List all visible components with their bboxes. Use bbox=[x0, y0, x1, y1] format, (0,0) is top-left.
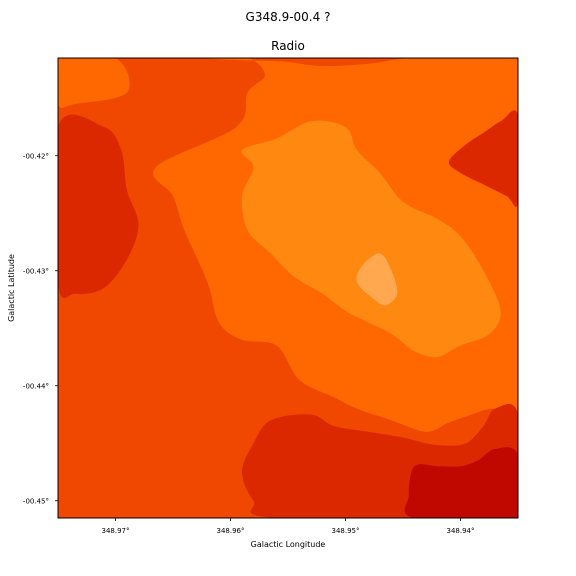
x-tick-label: 348.97° bbox=[102, 527, 130, 535]
x-tick-label: 348.95° bbox=[332, 527, 360, 535]
contour-region-level-5 bbox=[356, 253, 398, 306]
y-axis-label: Galactic Latitude bbox=[7, 254, 16, 322]
x-axis-label: Galactic Longitude bbox=[251, 540, 326, 549]
y-tick-label: -00.43° bbox=[23, 267, 49, 275]
plot-frame bbox=[57, 57, 519, 519]
contour-region-level-1 bbox=[448, 110, 518, 207]
contour-regions bbox=[58, 58, 518, 518]
x-tick-label: 348.94° bbox=[447, 527, 475, 535]
contour-region-level-4 bbox=[241, 120, 501, 358]
y-tick-label: -00.42° bbox=[23, 152, 49, 160]
y-tick-label: -00.45° bbox=[23, 497, 49, 505]
x-tick-label: 348.96° bbox=[217, 527, 245, 535]
chart-subtitle: Radio bbox=[271, 39, 305, 53]
contour-region-level-3 bbox=[58, 58, 130, 108]
contour-region-level-0 bbox=[404, 447, 518, 518]
chart-title: G348.9-00.4 ? bbox=[245, 10, 331, 24]
y-axis-ticks: -00.42° -00.43° -00.44° -00.45° bbox=[23, 152, 58, 505]
contour-region-level-1 bbox=[58, 114, 139, 299]
x-axis-ticks: 348.97° 348.96° 348.95° 348.94° bbox=[102, 518, 475, 535]
y-tick-label: -00.44° bbox=[23, 382, 49, 390]
